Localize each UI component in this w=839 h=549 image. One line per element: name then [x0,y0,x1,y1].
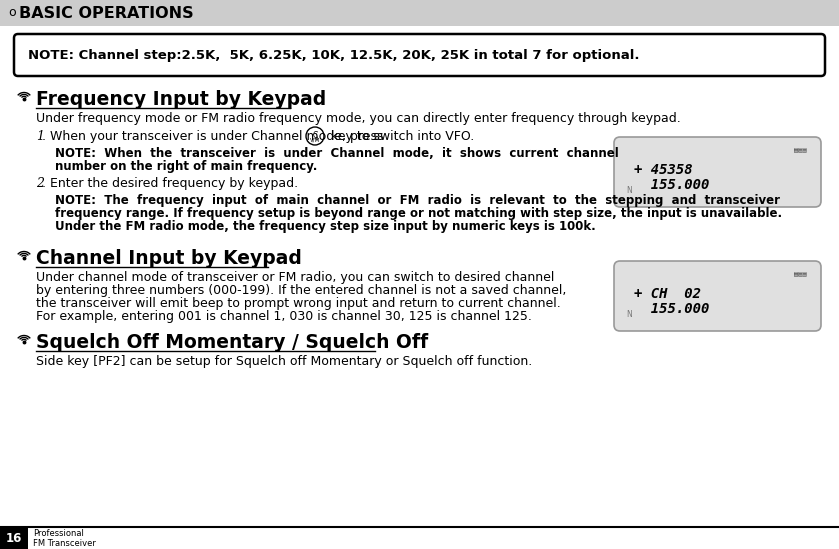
Text: number on the right of main frequency.: number on the right of main frequency. [55,160,317,173]
Text: + CH  02: + CH 02 [634,287,701,301]
Text: N: N [626,186,632,195]
Text: 16: 16 [6,531,22,545]
Text: o: o [8,7,16,20]
Text: Under the FM radio mode, the frequency step size input by numeric keys is 100k.: Under the FM radio mode, the frequency s… [55,220,596,233]
Text: Professional: Professional [33,529,84,539]
Text: FM Transceiver: FM Transceiver [33,539,96,547]
FancyBboxPatch shape [614,137,821,207]
Text: BASIC OPERATIONS: BASIC OPERATIONS [19,5,194,20]
Text: Under frequency mode or FM radio frequency mode, you can directly enter frequenc: Under frequency mode or FM radio frequen… [36,112,680,125]
Text: NOTE:  The  frequency  input  of  main  channel  or  FM  radio  is  relevant  to: NOTE: The frequency input of main channe… [55,194,780,207]
Text: Squelch Off Momentary / Squelch Off: Squelch Off Momentary / Squelch Off [36,333,428,352]
Text: Channel Input by Keypad: Channel Input by Keypad [36,249,302,268]
Text: 2: 2 [36,177,44,190]
Text: frequency range. If frequency setup is beyond range or not matching with step si: frequency range. If frequency setup is b… [55,207,782,220]
Text: Under channel mode of transceiver or FM radio, you can switch to desired channel: Under channel mode of transceiver or FM … [36,271,555,284]
Text: ▤▤▤: ▤▤▤ [795,147,807,153]
Circle shape [306,127,324,145]
Text: + 45358: + 45358 [634,163,693,177]
Text: NOTE:  When  the  transceiver  is  under  Channel  mode,  it  shows  current  ch: NOTE: When the transceiver is under Chan… [55,147,618,160]
Text: 155.000: 155.000 [634,302,710,316]
Text: NOTE: Channel step:2.5K,  5K, 6.25K, 10K, 12.5K, 20K, 25K in total 7 for optiona: NOTE: Channel step:2.5K, 5K, 6.25K, 10K,… [28,48,639,61]
Text: V/M: V/M [310,137,320,142]
Text: For example, entering 001 is channel 1, 030 is channel 30, 125 is channel 125.: For example, entering 001 is channel 1, … [36,310,532,323]
FancyBboxPatch shape [0,0,839,26]
Text: the transceiver will emit beep to prompt wrong input and return to current chann: the transceiver will emit beep to prompt… [36,297,560,310]
Text: . Enter the desired frequency by keypad.: . Enter the desired frequency by keypad. [42,177,298,190]
Text: 1: 1 [36,130,44,143]
Text: C: C [312,131,318,139]
FancyBboxPatch shape [0,528,28,549]
FancyBboxPatch shape [14,34,825,76]
Text: Side key [PF2] can be setup for Squelch off Momentary or Squelch off function.: Side key [PF2] can be setup for Squelch … [36,355,532,368]
Text: 155.000: 155.000 [634,178,710,192]
FancyBboxPatch shape [614,261,821,331]
Text: ▤▤▤: ▤▤▤ [795,271,807,277]
Text: . When your transceiver is under Channel mode, press: . When your transceiver is under Channel… [42,130,383,143]
Text: key to switch into VFO.: key to switch into VFO. [327,130,474,143]
Text: Frequency Input by Keypad: Frequency Input by Keypad [36,90,326,109]
Text: by entering three numbers (000-199). If the entered channel is not a saved chann: by entering three numbers (000-199). If … [36,284,566,297]
Text: N: N [626,310,632,319]
